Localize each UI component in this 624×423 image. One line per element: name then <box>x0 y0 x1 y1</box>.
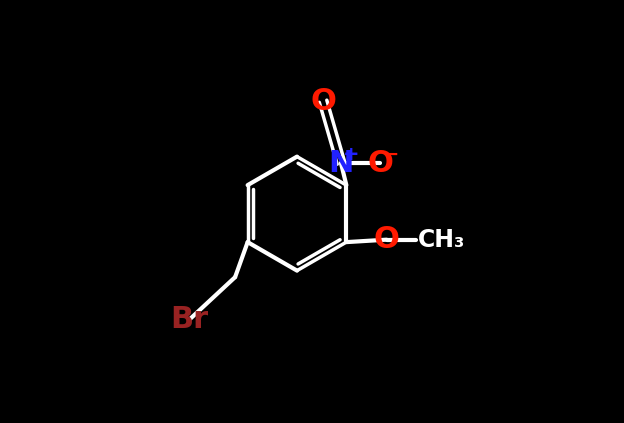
Text: CH₃: CH₃ <box>417 228 465 252</box>
Text: O: O <box>374 225 399 254</box>
Text: Br: Br <box>170 305 208 334</box>
Text: O: O <box>310 87 336 116</box>
Text: N: N <box>328 148 354 178</box>
Text: +: + <box>343 145 359 164</box>
Text: O: O <box>367 148 393 178</box>
Text: −: − <box>383 145 399 164</box>
